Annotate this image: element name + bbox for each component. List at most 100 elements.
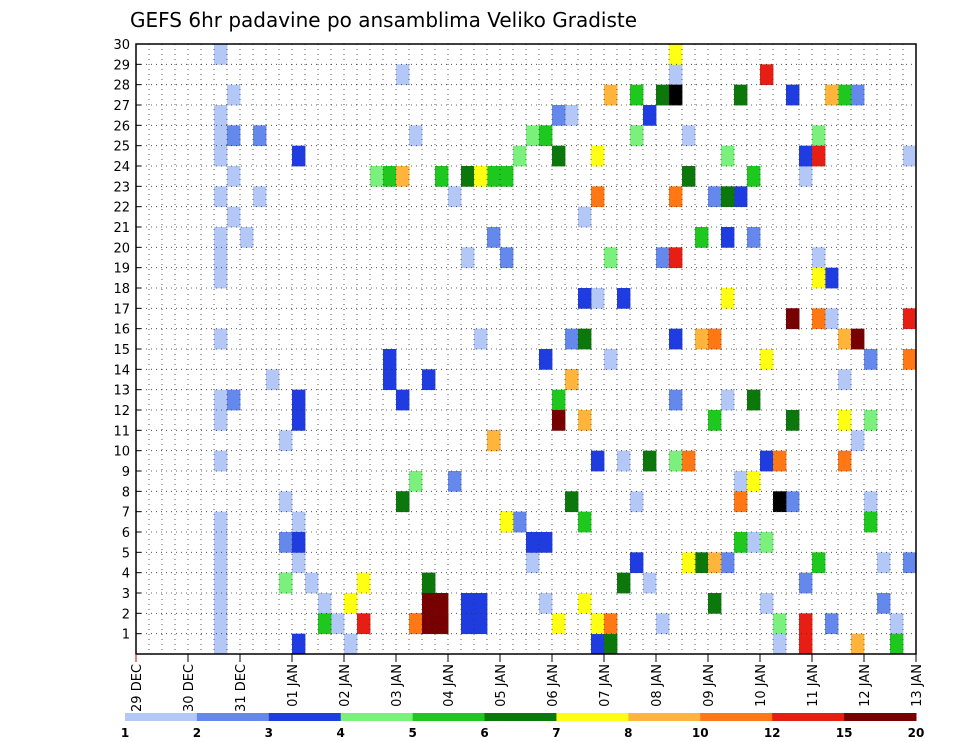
heatmap-cell	[838, 410, 852, 431]
heatmap-cell	[383, 349, 397, 370]
heatmap-cell	[214, 613, 228, 635]
heatmap-cell	[864, 511, 878, 533]
y-axis: 1234567891011121314151617181920212223242…	[113, 38, 141, 643]
legend-swatch	[412, 713, 486, 721]
heatmap-cell	[357, 613, 371, 635]
heatmap-cell	[734, 491, 748, 513]
heatmap-cell	[812, 267, 826, 289]
x-tick-label: 11 JAN	[806, 664, 821, 707]
heatmap-cell	[838, 84, 852, 106]
heatmap-cell	[760, 349, 774, 370]
heatmap-cell	[825, 267, 839, 289]
legend-label: 4	[337, 726, 345, 740]
y-tick-label: 29	[113, 58, 130, 73]
heatmap-cell	[643, 450, 657, 472]
heatmap-cell	[435, 593, 449, 614]
y-tick-label: 25	[113, 140, 130, 155]
heatmap-cell	[656, 613, 670, 635]
heatmap-cell	[461, 247, 475, 269]
heatmap-cell	[279, 572, 293, 594]
heatmap-cell	[409, 613, 423, 635]
legend-label: 20	[908, 726, 925, 740]
y-tick-label: 16	[113, 323, 130, 338]
heatmap-cell	[799, 633, 813, 655]
heatmap-cell	[292, 410, 306, 431]
heatmap-cell	[760, 593, 774, 614]
heatmap-cell	[253, 125, 267, 147]
heatmap-cell	[565, 328, 579, 350]
heatmap-cell	[292, 532, 306, 553]
heatmap-cell	[357, 572, 371, 594]
heatmap-cell	[474, 328, 488, 350]
heatmap-cell	[669, 186, 683, 208]
heatmap-cell	[448, 471, 462, 492]
heatmap-cell	[669, 389, 683, 411]
y-tick-label: 4	[122, 567, 130, 582]
heatmap-cell	[513, 145, 527, 167]
heatmap-cell	[214, 410, 228, 431]
heatmap-cell	[214, 267, 228, 289]
heatmap-cell	[812, 308, 826, 330]
heatmap-cell	[396, 64, 410, 86]
heatmap-cell	[630, 552, 644, 574]
heatmap-cell	[214, 247, 228, 269]
heatmap-cell	[656, 247, 670, 269]
y-tick-label: 24	[113, 160, 130, 175]
heatmap-cell	[851, 84, 865, 106]
heatmap-cell	[604, 349, 618, 370]
legend-swatch	[268, 713, 342, 721]
x-tick-label: 03 JAN	[390, 664, 405, 707]
heatmap-cell	[591, 613, 605, 635]
legend-swatch	[196, 713, 270, 721]
heatmap-cell	[760, 532, 774, 553]
heatmap-cell	[318, 613, 332, 635]
heatmap-cell	[487, 227, 501, 248]
heatmap-cell	[669, 84, 683, 106]
heatmap-cell	[474, 166, 488, 187]
heatmap-cell	[786, 84, 800, 106]
x-tick-label: 31 DEC	[234, 664, 249, 712]
heatmap-cell	[721, 389, 735, 411]
heatmap-cell	[604, 247, 618, 269]
heatmap-cell	[578, 511, 592, 533]
heatmap-cell	[903, 552, 917, 574]
heatmap-cell	[422, 369, 436, 391]
heatmap-cell	[721, 227, 735, 248]
heatmap-cell	[565, 369, 579, 391]
legend-swatch	[556, 713, 629, 721]
heatmap-cell	[669, 247, 683, 269]
heatmap-cell	[214, 227, 228, 248]
heatmap-cell	[526, 532, 540, 553]
x-tick-label: 06 JAN	[546, 664, 561, 707]
heatmap-cell	[227, 206, 241, 228]
heatmap-cell	[669, 44, 683, 65]
legend-label: 2	[193, 726, 201, 740]
heatmap-cell	[773, 450, 787, 472]
x-tick-label: 29 DEC	[130, 664, 145, 712]
heatmap-cell	[214, 328, 228, 350]
y-tick-label: 21	[113, 221, 130, 236]
heatmap-cell	[461, 593, 475, 614]
y-tick-label: 12	[113, 404, 130, 419]
heatmap-cell	[539, 593, 553, 614]
legend-swatch	[772, 713, 845, 721]
heatmap-cell	[747, 227, 761, 248]
heatmap-cell	[708, 186, 722, 208]
legend-label: 12	[764, 726, 781, 740]
heatmap-cell	[786, 410, 800, 431]
y-tick-label: 7	[122, 506, 130, 521]
heatmap-cell	[734, 532, 748, 553]
heatmap-cells	[214, 44, 917, 655]
heatmap-cell	[838, 369, 852, 391]
heatmap-cell	[799, 145, 813, 167]
heatmap-cell	[214, 105, 228, 126]
heatmap-cell	[513, 511, 527, 533]
heatmap-cell	[708, 593, 722, 614]
y-tick-label: 30	[113, 38, 130, 53]
heatmap-cell	[864, 410, 878, 431]
heatmap-cell	[292, 389, 306, 411]
heatmap-cell	[435, 166, 449, 187]
legend-swatch	[484, 713, 557, 721]
heatmap-cell	[214, 511, 228, 533]
